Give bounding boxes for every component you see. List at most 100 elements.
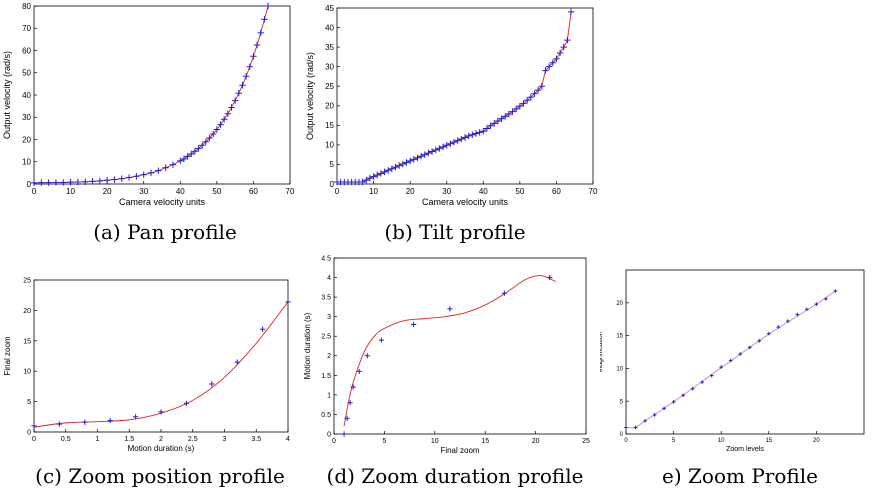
data-point [458,135,465,143]
x-tick-label: 0 [32,436,36,443]
data-point [388,165,396,172]
data-point [378,337,384,343]
caption-zoom-profile: e) Zoom Profile [662,464,818,488]
y-tick-label: 0 [620,432,624,438]
x-tick-label: 10 [66,187,75,196]
x-tick-label: 4 [286,436,290,443]
x-tick-label: 25 [582,438,590,445]
y-tick-label: 35 [325,43,334,52]
x-tick-label: 15 [481,438,489,445]
x-axis-label: Camera velocity units [422,197,509,207]
data-point [709,373,714,378]
data-point [250,53,257,60]
plot-area: 0 5 10 15 20 0 5 10 15 20 Zoom levels Magnification [597,269,865,453]
data-point [410,156,417,163]
x-tick-label: 0 [32,187,37,196]
y-axis-label: Final zoom [3,336,12,375]
y-tick-label: 0 [327,431,331,438]
y-axis-label: Magnification [600,331,604,372]
data-point [567,8,575,16]
x-tick-label: 30 [442,187,451,196]
data-point [350,384,356,390]
caption-zoom-position: (c) Zoom position profile [35,464,285,488]
x-tick-label: 0 [332,438,336,445]
data-point [45,179,52,186]
data-point [381,168,388,176]
data-point [439,143,447,151]
y-tick-label: 0 [330,180,335,189]
axes-frame [336,7,594,185]
tilt-profile-panel: 0 10 20 30 40 50 60 70 0 5 10 15 20 25 30 35 40 45 Camera … [303,0,603,215]
x-tick-label: 3 [223,436,227,443]
y-tick-label: 15 [325,121,334,130]
y-tick-label: 30 [325,62,334,71]
x-tick-label: 60 [552,187,561,196]
x-tick-label: 70 [589,187,598,196]
data-point [483,125,491,132]
data-point [624,425,628,430]
data-point [553,55,560,63]
tilt-profile-chart: 0 10 20 30 40 50 60 70 0 5 10 15 20 25 30 35 40 45 Camera … [305,4,598,207]
data-point [224,110,232,117]
data-point [217,121,224,128]
y-tick-label: 40 [22,91,31,100]
data-point [74,178,82,186]
y-tick-label: 25 [325,82,334,91]
data-point [188,150,195,158]
data-point [38,179,45,186]
data-point [213,126,221,133]
axes-frame [33,5,291,185]
data-point [363,176,370,184]
x-axis-label: Final zoom [440,446,479,455]
data-point [633,425,638,430]
data-point [833,289,838,293]
data-point [469,131,476,138]
data-point [347,400,353,406]
y-tick-label: 1.5 [321,373,331,380]
plot-area: 0 10 20 30 40 50 60 70 0 10 20 30 40 50 60 70 80 Camera v… [2,2,295,207]
data-point [443,142,450,149]
data-point [147,169,155,177]
y-tick-label: 25 [23,277,31,284]
data-point [505,110,513,118]
data-point [690,386,695,391]
data-point [414,154,421,161]
x-tick-label: 1.5 [124,436,134,443]
data-point [786,319,790,323]
y-tick-label: 50 [22,69,31,78]
y-tick-label: 10 [325,141,334,150]
caption-tilt-profile: (b) Tilt profile [384,220,526,244]
zoom-duration-chart: 0 5 10 15 20 25 0 0.5 1 1.5 2 2.5 3 3.5 4 4.5 Final zoom… [303,255,590,455]
data-point [385,167,392,174]
y-tick-label: 20 [325,102,334,111]
data-point [392,163,399,171]
data-point [253,41,261,49]
x-tick-label: 10 [718,438,725,444]
axes-frame [333,257,587,435]
data-point [199,142,206,149]
y-tick-label: 2.5 [321,334,331,341]
data-point [417,153,425,160]
data-point [370,173,377,180]
y-tick-label: 5 [27,399,31,406]
data-point [747,345,752,350]
data-point [206,134,213,142]
data-point [374,171,381,179]
x-tick-label: 60 [249,187,258,196]
data-point [465,132,472,140]
data-point [231,97,239,104]
data-point [824,297,828,301]
data-point [96,177,104,185]
data-point [56,421,62,427]
data-point [260,326,266,332]
data-point [527,93,535,101]
data-point [502,113,509,120]
data-point [103,177,111,184]
data-point [366,174,374,182]
x-tick-label: 40 [176,187,185,196]
x-tick-label: 10 [431,438,439,445]
data-point [261,16,268,23]
data-point [158,409,164,415]
zoom-profile-panel: 0 5 10 15 20 0 5 10 15 20 Zoom levels Magnification [597,250,875,460]
y-tick-label: 60 [22,46,31,55]
